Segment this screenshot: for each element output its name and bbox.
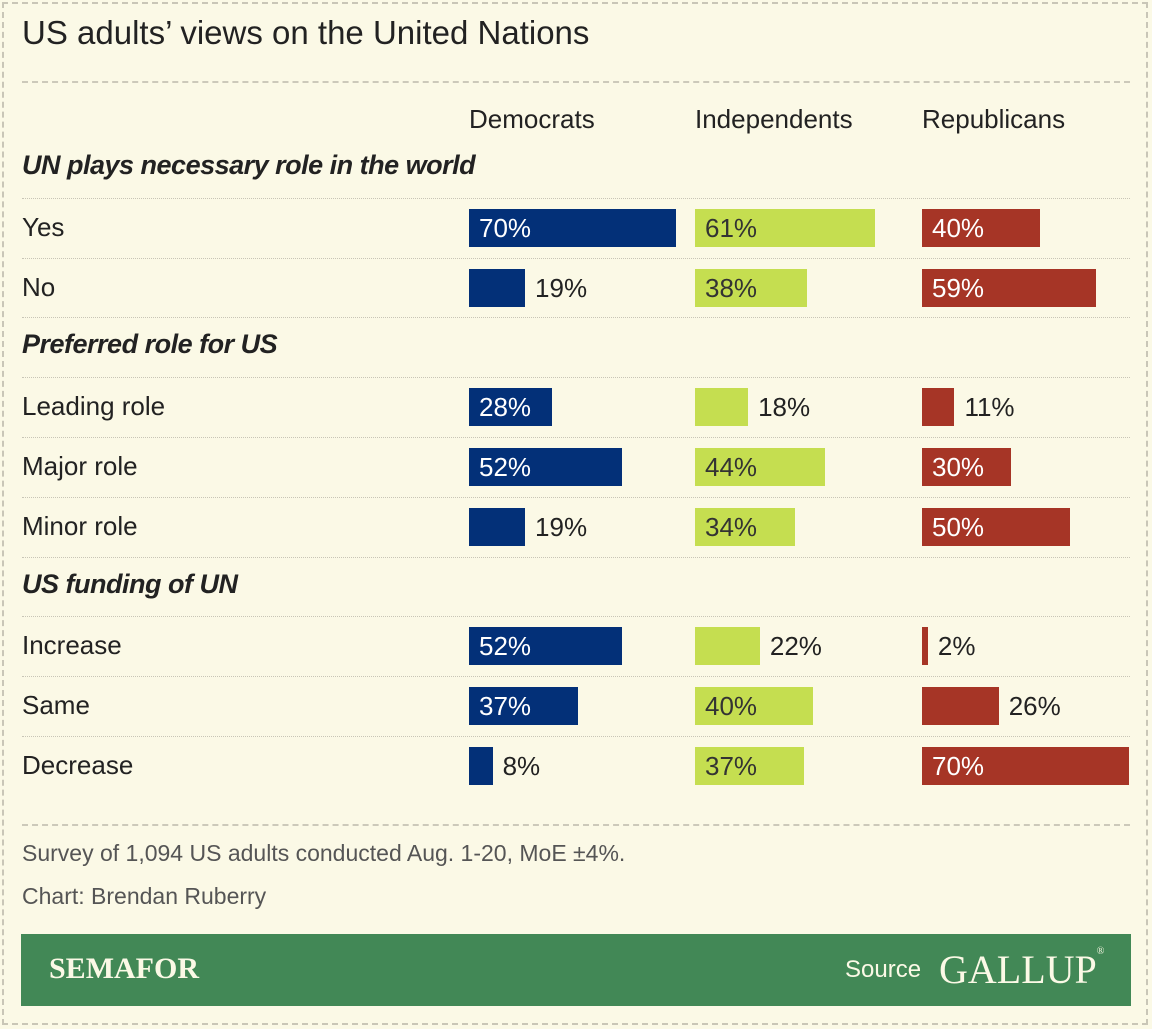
bar-independents [695, 507, 796, 546]
bar-democrats [469, 388, 552, 427]
bar-independents [695, 208, 875, 247]
bar-republicans [922, 687, 999, 726]
bar-democrats [469, 687, 579, 726]
bar-democrats [469, 448, 623, 486]
row-label: Yes [22, 211, 65, 242]
chart-credit: Chart: Brendan Ruberry [22, 883, 267, 909]
row-divider [22, 676, 1130, 678]
bar-republicans [922, 747, 1129, 785]
row-divider [22, 736, 1130, 737]
row-label: Decrease [22, 750, 134, 780]
value-label: 19% [535, 272, 588, 303]
section-heading: Preferred role for US [22, 329, 278, 360]
bar-republicans [922, 388, 955, 427]
row-label: Increase [22, 630, 122, 661]
title-divider [22, 81, 1130, 83]
row-divider [22, 197, 1130, 199]
value-label: 61% [705, 212, 758, 243]
bar-democrats [469, 208, 676, 247]
column-header-democrats: Democrats [469, 104, 595, 134]
value-label: 44% [705, 452, 758, 482]
chart-title: US adults’ views on the United Nations [22, 14, 590, 51]
section-heading: UN plays necessary role in the world [22, 150, 476, 180]
value-label: 37% [705, 751, 758, 781]
value-label: 37% [479, 691, 532, 722]
row-divider [22, 437, 1130, 438]
bar-republicans [922, 268, 1097, 307]
value-label: 30% [932, 452, 985, 482]
value-label: 70% [479, 212, 532, 243]
bar-republicans [922, 448, 1011, 486]
row-divider [22, 616, 1130, 618]
bar-democrats [469, 507, 526, 546]
value-label: 70% [932, 751, 985, 781]
row-label: Same [22, 690, 90, 721]
bar-independents [695, 268, 808, 307]
value-label: 26% [1008, 691, 1061, 722]
section-heading: US funding of UN [22, 568, 238, 599]
row-divider [22, 257, 1130, 259]
semafor-logo: SEMAFOR [49, 952, 199, 985]
row-label: Minor role [22, 510, 138, 541]
value-label: 50% [932, 511, 985, 542]
value-label: 11% [964, 392, 1015, 423]
column-header-republicans: Republicans [922, 104, 1066, 134]
gallup-logo: GALLUP® [939, 946, 1105, 992]
value-label: 52% [479, 631, 532, 662]
value-label: 52% [479, 452, 532, 482]
section-divider [22, 556, 1130, 558]
bar-independents [695, 388, 749, 427]
bar-independents [695, 627, 760, 666]
value-label: 22% [769, 631, 822, 662]
value-label: 38% [705, 272, 758, 303]
bar-democrats [469, 747, 493, 785]
bar-republicans [922, 627, 928, 666]
brand-banner: SEMAFOR Source GALLUP® [21, 934, 1131, 1006]
value-label: 18% [758, 392, 811, 423]
bar-independents [695, 448, 825, 486]
bar-independents [695, 687, 813, 726]
source-label: Source [845, 956, 922, 983]
row-divider [22, 496, 1130, 498]
bar-democrats [469, 627, 623, 666]
footer-divider [22, 824, 1130, 826]
row-label: Major role [22, 451, 138, 481]
value-label: 59% [932, 272, 985, 303]
section-divider [22, 317, 1130, 319]
row-label: No [22, 271, 56, 302]
value-label: 8% [502, 751, 541, 781]
bar-republicans [922, 507, 1070, 546]
survey-note: Survey of 1,094 US adults conducted Aug.… [22, 840, 626, 866]
value-label: 19% [535, 511, 588, 542]
value-label: 40% [705, 691, 758, 722]
value-label: 34% [705, 511, 758, 542]
value-label: 40% [932, 212, 985, 243]
bar-democrats [469, 268, 526, 307]
column-header-independents: Independents [695, 104, 853, 134]
value-label: 28% [479, 392, 532, 423]
row-divider [22, 377, 1130, 379]
row-label: Leading role [22, 391, 166, 422]
bar-independents [695, 747, 805, 785]
bar-republicans [922, 208, 1040, 247]
value-label: 2% [937, 631, 976, 662]
